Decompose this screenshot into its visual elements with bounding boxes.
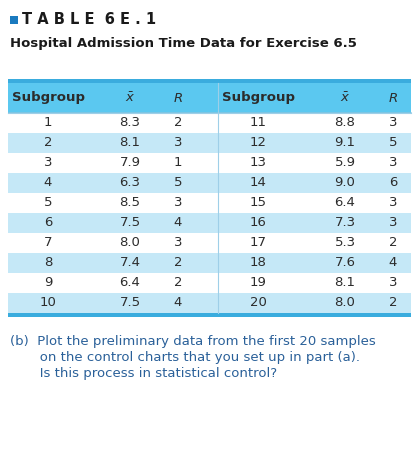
Text: 2: 2 xyxy=(174,277,182,289)
Text: 16: 16 xyxy=(250,217,266,229)
Text: 6.4: 6.4 xyxy=(334,196,355,210)
Text: 2: 2 xyxy=(389,297,397,309)
Bar xyxy=(8,213,411,233)
Text: 2: 2 xyxy=(389,236,397,249)
Text: $\bar{\mathit{x}}$: $\bar{\mathit{x}}$ xyxy=(125,91,135,105)
Text: 5: 5 xyxy=(174,176,182,190)
Text: 7: 7 xyxy=(44,236,52,249)
Bar xyxy=(8,153,411,173)
Text: 3: 3 xyxy=(389,277,397,289)
Text: Hospital Admission Time Data for Exercise 6.5: Hospital Admission Time Data for Exercis… xyxy=(10,37,357,50)
Text: 14: 14 xyxy=(250,176,266,190)
Bar xyxy=(8,193,411,213)
Text: 7.5: 7.5 xyxy=(119,217,140,229)
Text: $\bar{\mathit{x}}$: $\bar{\mathit{x}}$ xyxy=(340,91,350,105)
Text: 4: 4 xyxy=(44,176,52,190)
Text: 12: 12 xyxy=(249,137,266,149)
Text: 8: 8 xyxy=(44,256,52,270)
Text: 11: 11 xyxy=(249,116,266,130)
Text: 2: 2 xyxy=(44,137,52,149)
Bar xyxy=(8,293,411,313)
Text: 3: 3 xyxy=(389,157,397,169)
Text: 6.4: 6.4 xyxy=(119,277,140,289)
Text: 8.5: 8.5 xyxy=(119,196,140,210)
Text: 9.0: 9.0 xyxy=(334,176,355,190)
Text: 9: 9 xyxy=(44,277,52,289)
Text: 5: 5 xyxy=(389,137,397,149)
Bar xyxy=(8,133,411,153)
Text: 8.1: 8.1 xyxy=(119,137,140,149)
Bar xyxy=(8,173,411,193)
Text: 2: 2 xyxy=(174,116,182,130)
Bar xyxy=(8,79,411,83)
Text: 3: 3 xyxy=(389,116,397,130)
Text: 7.4: 7.4 xyxy=(119,256,140,270)
Text: 3: 3 xyxy=(389,217,397,229)
Text: 5: 5 xyxy=(44,196,52,210)
Text: Subgroup: Subgroup xyxy=(222,91,295,105)
Text: 5.9: 5.9 xyxy=(334,157,355,169)
Text: 7.9: 7.9 xyxy=(119,157,140,169)
Text: 17: 17 xyxy=(249,236,266,249)
Text: 8.3: 8.3 xyxy=(119,116,140,130)
Bar xyxy=(8,313,411,317)
Text: $\mathit{R}$: $\mathit{R}$ xyxy=(173,91,183,105)
Bar xyxy=(8,253,411,273)
Text: 5.3: 5.3 xyxy=(334,236,356,249)
Text: T A B L E  6 E . 1: T A B L E 6 E . 1 xyxy=(22,12,156,27)
Text: 8.8: 8.8 xyxy=(334,116,355,130)
Text: Subgroup: Subgroup xyxy=(11,91,85,105)
Text: 1: 1 xyxy=(174,157,182,169)
Text: 3: 3 xyxy=(174,236,182,249)
Text: 7.3: 7.3 xyxy=(334,217,356,229)
Text: 4: 4 xyxy=(389,256,397,270)
Text: 3: 3 xyxy=(389,196,397,210)
Text: 15: 15 xyxy=(249,196,266,210)
Bar xyxy=(10,16,18,24)
Text: on the control charts that you set up in part (a).: on the control charts that you set up in… xyxy=(10,351,360,364)
Text: 18: 18 xyxy=(250,256,266,270)
Text: 19: 19 xyxy=(250,277,266,289)
Text: 2: 2 xyxy=(174,256,182,270)
Text: 20: 20 xyxy=(250,297,266,309)
Text: 6: 6 xyxy=(44,217,52,229)
Bar xyxy=(8,233,411,253)
Text: $\mathit{R}$: $\mathit{R}$ xyxy=(388,91,398,105)
Bar xyxy=(8,273,411,293)
Text: 4: 4 xyxy=(174,297,182,309)
Text: Is this process in statistical control?: Is this process in statistical control? xyxy=(10,367,277,380)
Text: 1: 1 xyxy=(44,116,52,130)
Text: 3: 3 xyxy=(44,157,52,169)
Text: 13: 13 xyxy=(249,157,266,169)
Text: 7.6: 7.6 xyxy=(334,256,355,270)
Text: 8.1: 8.1 xyxy=(334,277,355,289)
Text: 6.3: 6.3 xyxy=(119,176,140,190)
Text: 8.0: 8.0 xyxy=(119,236,140,249)
Text: 3: 3 xyxy=(174,137,182,149)
Text: 4: 4 xyxy=(174,217,182,229)
Text: 9.1: 9.1 xyxy=(334,137,355,149)
Text: 10: 10 xyxy=(39,297,57,309)
Bar xyxy=(8,83,411,113)
Text: 3: 3 xyxy=(174,196,182,210)
Text: (b)  Plot the preliminary data from the first 20 samples: (b) Plot the preliminary data from the f… xyxy=(10,335,376,348)
Text: 6: 6 xyxy=(389,176,397,190)
Bar xyxy=(8,113,411,133)
Text: 7.5: 7.5 xyxy=(119,297,140,309)
Text: 8.0: 8.0 xyxy=(334,297,355,309)
